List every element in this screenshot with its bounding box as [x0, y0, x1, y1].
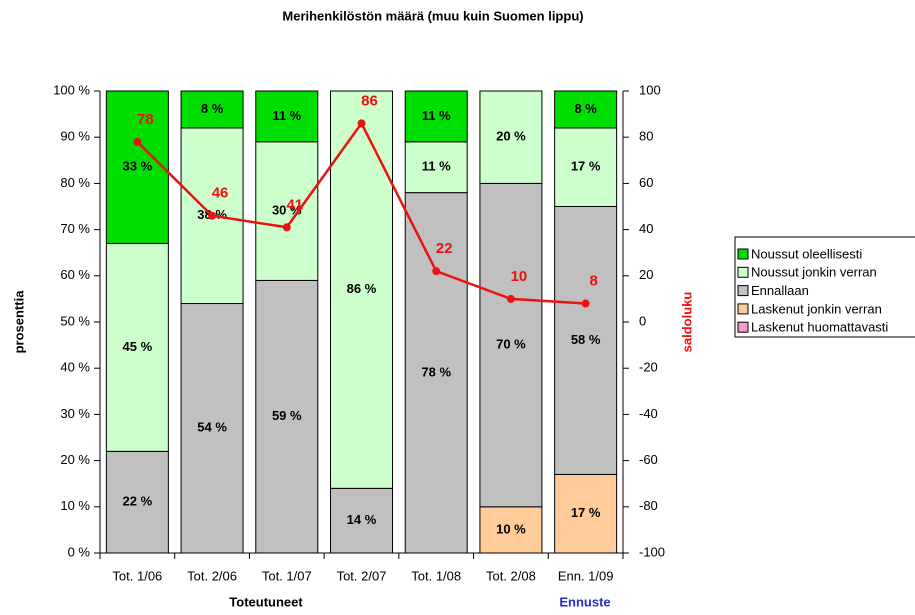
y2-tick-label: 20: [639, 267, 653, 282]
bar-segment: [105, 242, 169, 452]
bar-segment: [330, 90, 393, 489]
data-label: 17 %: [571, 159, 601, 174]
data-label: 70 %: [496, 337, 526, 352]
group-label: Toteutuneet: [229, 594, 303, 609]
line-point: [432, 267, 441, 276]
y2-tick-label: 40: [639, 221, 653, 236]
x-tick-label: Tot. 1/08: [411, 568, 461, 583]
group-label: Ennuste: [559, 594, 610, 609]
data-label: 45 %: [123, 339, 153, 354]
bar-segment: [479, 90, 543, 184]
bar-segment: [479, 506, 543, 554]
line-point: [133, 137, 142, 146]
y-tick-label: 40 %: [60, 360, 90, 375]
y2-tick-label: 80: [639, 129, 653, 144]
line-label: 8: [589, 272, 597, 289]
x-tick-label: Tot. 2/08: [486, 568, 536, 583]
data-label: 33 %: [123, 159, 153, 174]
legend-box: [734, 236, 915, 338]
y2-tick-label: -80: [639, 498, 658, 513]
legend-label: Noussut jonkin verran: [751, 265, 877, 280]
line-label: 22: [436, 240, 453, 257]
data-label: 10 %: [496, 521, 526, 536]
line-label: 46: [212, 185, 229, 202]
y2-axis-label: saldoluku: [679, 292, 694, 353]
line-point: [208, 211, 217, 220]
bar-segment: [255, 279, 319, 554]
legend-label: Ennallaan: [751, 283, 809, 298]
legend-swatch: [737, 266, 749, 278]
y-tick-label: 90 %: [60, 129, 90, 144]
bar-segment: [105, 90, 169, 244]
y-tick-label: 80 %: [60, 175, 90, 190]
y-tick-label: 0 %: [68, 544, 91, 559]
line-point: [357, 119, 366, 128]
x-tick-label: Tot. 2/07: [337, 568, 387, 583]
legend-swatch: [737, 285, 749, 297]
y2-tick-label: 60: [639, 175, 653, 190]
legend-swatch: [737, 321, 749, 333]
x-tick-label: Enn. 1/09: [558, 568, 614, 583]
data-label: 11 %: [272, 108, 301, 123]
bar-segment: [554, 90, 618, 129]
data-label: 11 %: [422, 159, 451, 174]
y-tick-label: 10 %: [60, 498, 90, 513]
y2-tick-label: -100: [639, 544, 665, 559]
data-label: 11 %: [422, 108, 451, 123]
legend-label: Laskenut huomattavasti: [751, 320, 888, 335]
y-axis-label: prosenttia: [11, 290, 26, 354]
data-label: 14 %: [347, 512, 377, 527]
y-tick-label: 70 %: [60, 221, 90, 236]
data-label: 17 %: [571, 505, 601, 520]
chart-title: Merihenkilöstön määrä (muu kuin Suomen l…: [282, 8, 583, 23]
y2-tick-label: -40: [639, 406, 658, 421]
legend-label: Noussut oleellisesti: [751, 246, 862, 261]
data-label: 22 %: [123, 494, 153, 509]
data-label: 30 %: [272, 203, 302, 218]
line-label: 41: [286, 196, 303, 213]
bar-segment: [404, 90, 468, 143]
y2-tick-label: -60: [639, 452, 658, 467]
data-label: 86 %: [347, 281, 377, 296]
bar-segment: [180, 303, 244, 554]
y-tick-label: 20 %: [60, 452, 90, 467]
y2-tick-label: 100: [639, 82, 661, 97]
legend-swatch: [737, 303, 749, 315]
x-tick-label: Tot. 1/06: [112, 568, 162, 583]
y2-tick-label: -20: [639, 360, 658, 375]
line-label: 86: [361, 92, 378, 109]
line-label: 78: [137, 111, 154, 128]
data-label: 54 %: [197, 420, 227, 435]
legend-label: Laskenut jonkin verran: [751, 301, 882, 316]
bar-segment: [554, 127, 618, 207]
bar-segment: [554, 206, 618, 475]
line-point: [506, 294, 515, 303]
x-tick-label: Tot. 2/06: [187, 568, 237, 583]
data-label: 20 %: [496, 129, 526, 144]
y-tick-label: 60 %: [60, 267, 90, 282]
data-label: 8 %: [201, 101, 224, 116]
y-tick-label: 50 %: [60, 313, 90, 328]
x-tick-label: Tot. 1/07: [262, 568, 312, 583]
bar-segment: [479, 182, 543, 508]
bar-segment: [404, 192, 468, 554]
data-label: 8 %: [574, 101, 597, 116]
data-label: 59 %: [272, 408, 302, 423]
line-point: [282, 223, 291, 232]
bar-segment: [554, 473, 618, 554]
data-label: 78 %: [421, 364, 451, 379]
data-label: 58 %: [571, 332, 601, 347]
y-tick-label: 100 %: [53, 82, 90, 97]
y-tick-label: 30 %: [60, 406, 90, 421]
y2-tick-label: 0: [639, 313, 646, 328]
line-point: [581, 299, 590, 308]
bar-segment: [180, 90, 244, 129]
bar-segment: [255, 90, 319, 143]
line-label: 10: [511, 268, 528, 285]
legend-swatch: [737, 248, 749, 260]
